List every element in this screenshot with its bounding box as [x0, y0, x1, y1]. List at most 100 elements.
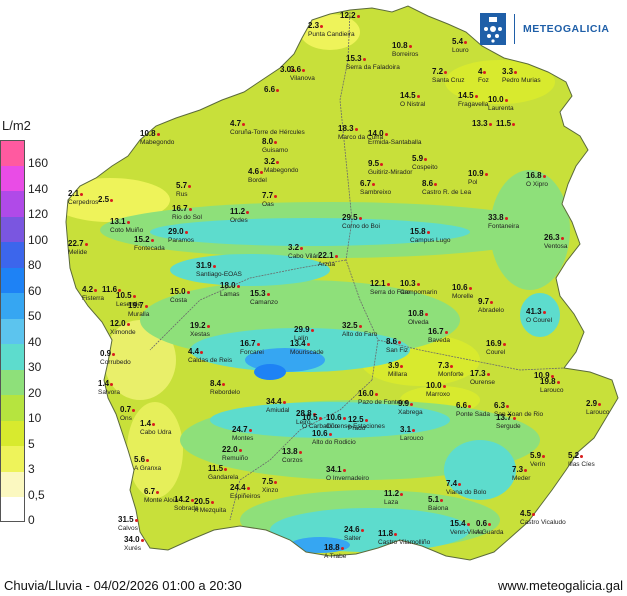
weather-station[interactable]: 9.9 Xabrega [398, 400, 423, 417]
weather-station[interactable]: 31.9 Santiago-EOAS [196, 262, 242, 279]
weather-station[interactable]: 2.1 Cerpedros [68, 190, 98, 207]
weather-station[interactable]: 11.5 [496, 120, 516, 129]
weather-station[interactable]: 18.0 Lamas [220, 282, 240, 299]
website-link[interactable]: www.meteogalicia.gal [497, 578, 623, 593]
weather-station[interactable]: 16.8 O Xipro [526, 172, 548, 189]
weather-station[interactable]: 15.3 Serra da Faladoira [346, 55, 400, 72]
weather-station[interactable]: 6.6 Ponte Sada [456, 402, 490, 419]
weather-station[interactable]: 5.4 Louro [452, 38, 469, 55]
weather-station[interactable]: 7.4 Viana do Bolo [446, 480, 486, 497]
weather-station[interactable]: 4.7 Coruña-Torre de Hércules [230, 120, 305, 137]
weather-station[interactable]: 10.8 Olveda [408, 310, 429, 327]
weather-station[interactable]: 13.7 Sergude [496, 414, 521, 431]
weather-station[interactable]: 17.3 Ourense [470, 370, 495, 387]
weather-station[interactable]: 1.4 Cabo Udra [140, 420, 171, 437]
weather-station[interactable]: 34.4 Amiudal [266, 398, 289, 415]
weather-station[interactable]: 13.3 [472, 120, 492, 129]
weather-station[interactable]: 0.6 A Guarda [476, 520, 503, 537]
weather-station[interactable]: 6.6 [264, 86, 280, 95]
weather-station[interactable]: 16.7 Rio do Sol [172, 205, 202, 222]
weather-station[interactable]: 24.4 Espiñeiros [230, 484, 260, 501]
weather-station[interactable]: 13.1 Coto Muiño [110, 218, 143, 235]
weather-station[interactable]: 18.8 A Trabe [324, 544, 346, 561]
weather-station[interactable]: 10.5 Lesende [116, 292, 141, 309]
weather-station[interactable]: 14.5 O Nistral [400, 92, 425, 109]
weather-station[interactable]: 7.3 Meder [512, 466, 530, 483]
weather-station[interactable]: 16.0 Pazo de Fonteiro [358, 390, 408, 407]
weather-station[interactable]: 9.7 Abradelo [478, 298, 504, 315]
weather-station[interactable]: 22.1 Arzúa [318, 252, 338, 269]
weather-station[interactable]: 10.6 Ourense-Estaciones [326, 414, 385, 431]
weather-station[interactable]: 4.2 Fisterra [82, 286, 104, 303]
weather-station[interactable]: 24.6 Salter [344, 526, 364, 543]
weather-station[interactable]: 6.7 Sambreixo [360, 180, 391, 197]
weather-station[interactable]: 3.3 Pedro Murias [502, 68, 541, 85]
weather-station[interactable]: 15.8 Campus Lugo [410, 228, 450, 245]
weather-station[interactable]: 6.3 San Xoan de Rio [494, 402, 543, 419]
weather-station[interactable]: 19.7 Muralla [128, 302, 149, 319]
weather-station[interactable]: 9.5 Guitiriz-Mirador [368, 160, 412, 177]
weather-station[interactable]: 12.1 Serra do Faro [370, 280, 410, 297]
weather-station[interactable]: 10.3 Campomarin [400, 280, 437, 297]
weather-station[interactable]: 15.0 Costa [170, 288, 190, 305]
weather-station[interactable]: 10.9 Pol [468, 170, 488, 187]
weather-station[interactable]: 16.9 Courel [486, 340, 506, 357]
weather-station[interactable]: 10.0 Marroxo [426, 382, 450, 399]
weather-station[interactable]: 0.7 Ons [120, 406, 136, 423]
weather-station[interactable]: 3.2 Cabo Vilán [288, 244, 320, 261]
weather-station[interactable]: 33.8 Fontaneira [488, 214, 519, 231]
weather-station[interactable]: 3.2 Mabegondo [264, 158, 298, 175]
weather-station[interactable]: 4.5 Castro Vicaludo [520, 510, 566, 527]
weather-station[interactable]: 15.4 Venn-Vilela [450, 520, 483, 537]
weather-station[interactable]: 7.5 Xinzo [262, 478, 278, 495]
weather-station[interactable]: 14.5 Fragavella [458, 92, 488, 109]
weather-station[interactable]: 7.3 Monforte [438, 362, 464, 379]
weather-station[interactable]: 5.1 Baiona [428, 496, 448, 513]
weather-station[interactable]: 11.2 Ordes [230, 208, 250, 225]
weather-station[interactable]: 22.7 Melide [68, 240, 88, 257]
weather-station[interactable]: 4.6 Bordel [248, 168, 267, 185]
weather-station[interactable]: 41.3 O Courel [526, 308, 552, 325]
weather-station[interactable]: 10.8 Mabegondo [140, 130, 174, 147]
weather-station[interactable]: 10.9 [534, 372, 554, 381]
weather-station[interactable]: 31.5 Calvos [118, 516, 138, 533]
weather-station[interactable]: 5.6 A Granxa [134, 456, 161, 473]
weather-station[interactable]: 29.0 Paramos [168, 228, 194, 245]
weather-station[interactable]: 3.9 Millara [388, 362, 407, 379]
weather-station[interactable]: 13.8 Corzos [282, 448, 303, 465]
weather-station[interactable]: 10.8 Borreiros [392, 42, 418, 59]
weather-station[interactable]: 7.2 Santa Cruz [432, 68, 465, 85]
weather-station[interactable]: 15.3 Camanzo [250, 290, 278, 307]
weather-station[interactable]: 3.0 [280, 66, 296, 75]
weather-station[interactable]: 8.6 San Fiz [386, 338, 408, 355]
weather-station[interactable]: 5.9 Verín [530, 452, 545, 469]
weather-station[interactable]: 0.9 Corrubedo [100, 350, 131, 367]
weather-station[interactable]: 24.7 Montes [232, 426, 253, 443]
weather-station[interactable]: 1.4 Salvora [98, 380, 120, 397]
weather-station[interactable]: 3.1 Larouco [400, 426, 424, 443]
weather-station[interactable]: 5.9 Cospeito [412, 155, 438, 172]
weather-station[interactable]: 29.5 Corno do Boi [342, 214, 380, 231]
weather-station[interactable]: 32.5 Alto do Faro [342, 322, 377, 339]
weather-station[interactable]: 11.5 Gandarela [208, 465, 238, 482]
weather-station[interactable]: 12.0 Ximonde [110, 320, 136, 337]
weather-station[interactable]: 19.2 Xestas [190, 322, 210, 339]
weather-station[interactable]: 7.7 Oas [262, 192, 278, 209]
weather-station[interactable]: 10.6 Alto do Rodicio [312, 430, 356, 447]
weather-station[interactable]: 2.3 Punta Candieira [308, 22, 355, 39]
weather-station[interactable]: 8.0 Guisamo [262, 138, 288, 155]
weather-station[interactable]: 4.4 Caldas de Reis [188, 348, 232, 365]
weather-station[interactable]: 11.8 Castro Vilamolliño [378, 530, 430, 547]
weather-station[interactable]: 18.3 Marco da Curra [338, 125, 383, 142]
weather-station[interactable]: 8.6 Castro R. de Lea [422, 180, 471, 197]
weather-station[interactable]: 8.4 Rebordelo [210, 380, 240, 397]
weather-station[interactable]: 2.5 [98, 196, 114, 205]
weather-station[interactable]: 26.3 Ventosa [544, 234, 568, 251]
weather-station[interactable]: 5.2 Illas Cíes [568, 452, 595, 469]
weather-station[interactable]: 3.6 Vilanova [290, 66, 315, 83]
weather-station[interactable]: 14.2 Sobrada [174, 496, 199, 513]
weather-station[interactable]: 16.7 Baveda [428, 328, 450, 345]
weather-station[interactable]: 10.6 Morelle [452, 284, 473, 301]
weather-station[interactable]: 6.7 Monte Aloia [144, 488, 178, 505]
weather-station[interactable]: 13.4 Mouriscade [290, 340, 324, 357]
